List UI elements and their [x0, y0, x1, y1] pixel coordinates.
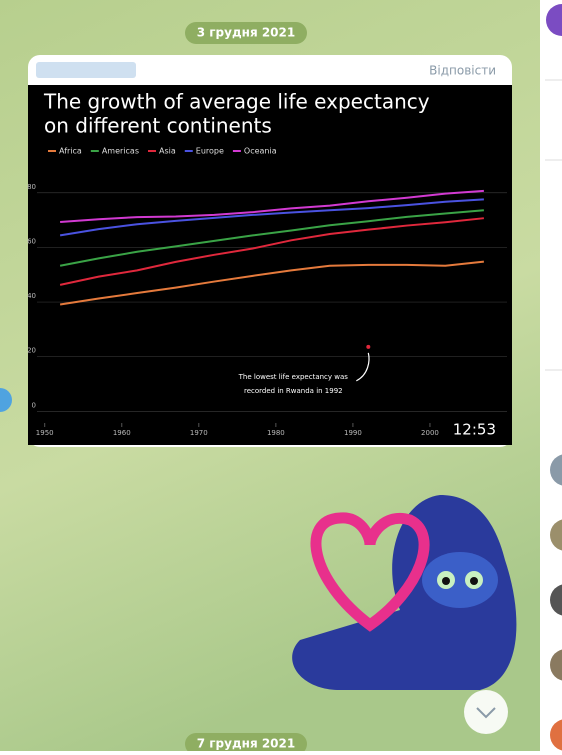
y-tick-label: 60 [27, 237, 36, 245]
video-duration: 12:53 [453, 421, 496, 439]
x-tick-label: 1960 [113, 429, 131, 437]
chart: The growth of average life expectancyon … [27, 90, 507, 437]
legend-label: Africa [59, 147, 82, 156]
avatar [550, 454, 562, 486]
date-badge [185, 733, 307, 755]
series-line [60, 189, 484, 224]
annotation-text: recorded in Rwanda in 1992 [244, 387, 343, 395]
legend-label: Americas [102, 147, 139, 156]
legend-label: Oceania [244, 147, 277, 156]
x-tick-label: 1970 [190, 429, 208, 437]
sidebar [540, 0, 562, 751]
avatar [550, 719, 562, 751]
chart-title: on different continents [44, 114, 272, 138]
y-tick-label: 0 [32, 401, 36, 409]
y-tick-label: 40 [27, 292, 36, 300]
avatar [550, 584, 562, 616]
y-tick-label: 20 [27, 347, 36, 355]
annotation-text: The lowest life expectancy was [238, 373, 349, 381]
avatar [550, 649, 562, 681]
legend-label: Europe [196, 147, 224, 156]
scroll-down-button[interactable] [464, 690, 508, 734]
y-tick-label: 80 [27, 183, 36, 191]
annotation-arrow [356, 352, 370, 382]
reply-indicator [0, 388, 12, 412]
series-line [59, 260, 484, 306]
avatar [546, 4, 562, 36]
x-tick-label: 1950 [36, 429, 54, 437]
legend-label: Asia [159, 147, 176, 156]
sticker [292, 495, 517, 690]
date-text: 7 грудня 2021 [197, 737, 295, 751]
annotation-point [366, 344, 371, 349]
heart [310, 512, 430, 632]
date-badge [185, 22, 307, 44]
x-tick-label: 1980 [267, 429, 285, 437]
chart-title: The growth of average life expectancy [43, 90, 430, 114]
series-line [59, 217, 484, 286]
avatar [550, 519, 562, 551]
x-tick-label: 1990 [344, 429, 362, 437]
series-line [59, 209, 484, 267]
x-tick-label: 2000 [421, 429, 439, 437]
series-line [59, 198, 484, 237]
date-text: 3 грудня 2021 [197, 26, 295, 40]
gorilla-face [422, 552, 498, 608]
sender-blurred [36, 62, 136, 78]
reply-button[interactable]: Відповісти [429, 64, 496, 78]
